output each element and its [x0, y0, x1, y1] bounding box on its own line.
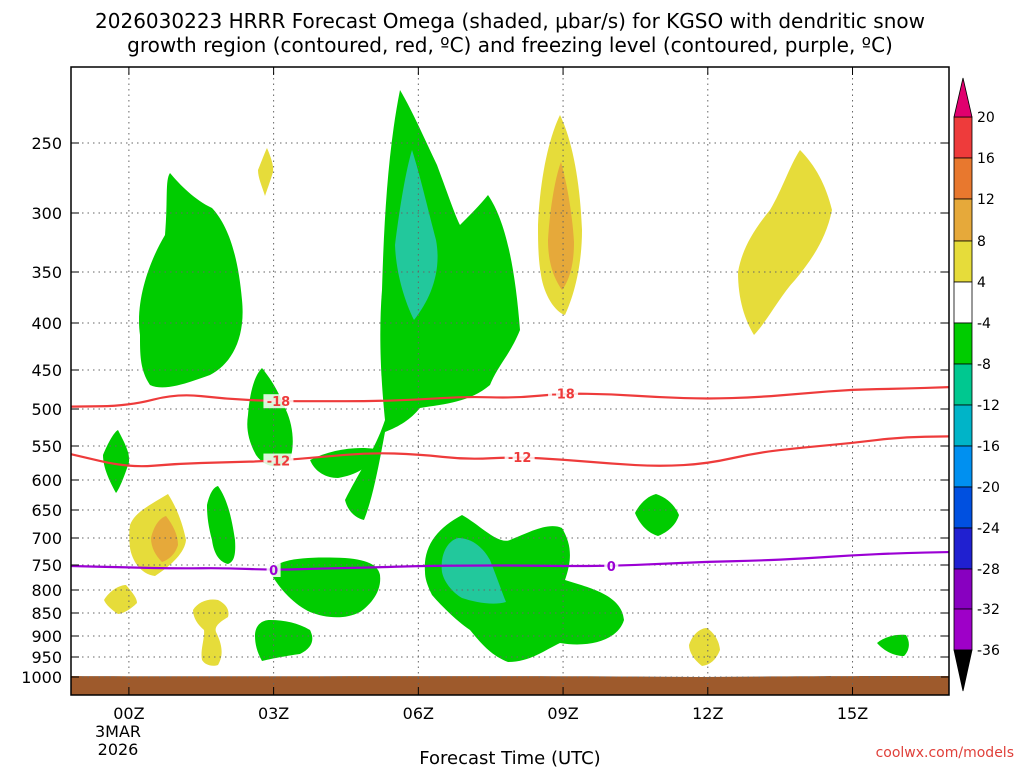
y-tick-label: 800 — [31, 581, 62, 600]
chart-title-line1: 2026030223 HRRR Forecast Omega (shaded, … — [95, 9, 925, 33]
colorbar-label: 16 — [977, 151, 995, 167]
colorbar-band — [953, 198, 973, 242]
omega-region — [139, 173, 243, 388]
terrain-layer — [71, 676, 949, 695]
contour-label-bg — [263, 453, 294, 468]
colorbar-band — [953, 527, 973, 570]
y-tick-label: 400 — [31, 314, 62, 333]
chart-title-line2: growth region (contoured, red, ºC) and f… — [127, 33, 893, 57]
colorbar-label: 8 — [977, 234, 986, 250]
date-label-month: 3MAR — [95, 722, 141, 741]
contour-label: 0 — [269, 564, 278, 579]
x-tick-label: 15Z — [837, 704, 868, 723]
x-tick-label: 03Z — [258, 704, 289, 723]
x-axis-ticks: 00Z 03Z 06Z 09Z 12Z 15Z — [113, 67, 868, 723]
y-tick-label: 650 — [31, 501, 62, 520]
colorbar-label: -24 — [977, 521, 1000, 537]
colorbar-label: 12 — [977, 192, 995, 208]
omega-region — [247, 368, 293, 467]
omega-region — [258, 148, 274, 196]
colorbar-label: -8 — [977, 357, 991, 373]
contour-label-bg — [266, 563, 281, 577]
contour-label: -18 — [551, 387, 575, 402]
x-tick-label: 12Z — [692, 704, 723, 723]
y-axis-ticks: 250 300 350 400 450 500 550 600 650 700 750 800 850 9… — [21, 134, 949, 687]
colorbar-band — [953, 116, 973, 159]
plot-frame — [70, 66, 950, 696]
colorbar-band — [953, 363, 973, 406]
colorbar-label: -20 — [977, 480, 1000, 496]
contour-line--18 — [70, 386, 950, 408]
contour-label: 0 — [607, 560, 616, 575]
omega-region — [395, 150, 438, 320]
contour-label-bg — [263, 394, 294, 409]
omega-region — [255, 620, 313, 661]
y-tick-label: 450 — [31, 361, 62, 380]
colorbar-band — [953, 568, 973, 610]
omega-region — [207, 486, 236, 564]
contour-line-0 — [70, 550, 950, 571]
colorbar-band — [953, 240, 973, 283]
colorbar-label: -32 — [977, 602, 1000, 618]
contour-label-bg — [604, 559, 619, 573]
contour-label-bg — [548, 386, 579, 401]
omega-shading — [103, 90, 909, 666]
x-tick-label: 00Z — [113, 704, 144, 723]
x-tick-label: 06Z — [403, 704, 434, 723]
y-tick-label: 250 — [31, 134, 62, 153]
gridlines — [71, 67, 949, 695]
colorbar-top-arrow — [953, 77, 973, 118]
contour-label: -12 — [267, 455, 291, 470]
date-label-year: 2026 — [98, 740, 139, 759]
omega-region — [635, 494, 679, 536]
y-tick-label: 1000 — [21, 668, 62, 687]
y-tick-label: 700 — [31, 529, 62, 548]
y-tick-label: 350 — [31, 263, 62, 282]
colorbar: 20 16 12 8 4 -4 -8 -12 -16 -20 -24 -28 -32 -36 — [953, 77, 1000, 692]
colorbar-label: -16 — [977, 439, 1000, 455]
colorbar-band — [953, 486, 973, 529]
y-tick-label: 950 — [31, 648, 62, 667]
contour-label: -12 — [508, 451, 532, 466]
y-tick-label: 750 — [31, 556, 62, 575]
x-axis-label: Forecast Time (UTC) — [419, 748, 600, 768]
colorbar-band — [953, 281, 973, 324]
y-tick-label: 500 — [31, 400, 62, 419]
omega-region — [738, 150, 832, 335]
y-tick-label: 300 — [31, 204, 62, 223]
omega-region — [548, 162, 574, 290]
colorbar-label: -36 — [977, 643, 1000, 659]
contour-label: -18 — [267, 395, 291, 410]
temperature-contours: -18 -18 -12 -12 0 0 — [70, 386, 950, 579]
colorbar-label: 4 — [977, 275, 986, 291]
colorbar-label: -4 — [977, 316, 991, 332]
colorbar-band — [953, 445, 973, 488]
omega-region — [877, 634, 909, 656]
x-tick-label: 09Z — [547, 704, 578, 723]
credit-text: coolwx.com/models — [876, 745, 1014, 761]
colorbar-band — [953, 157, 973, 200]
y-tick-label: 550 — [31, 437, 62, 456]
omega-region — [270, 557, 381, 618]
colorbar-band — [953, 404, 973, 447]
omega-region — [441, 538, 506, 604]
colorbar-label: 20 — [977, 110, 995, 126]
contour-label-bg — [504, 450, 535, 465]
omega-region — [689, 628, 720, 666]
y-tick-label: 600 — [31, 471, 62, 490]
terrain-strip — [71, 676, 949, 695]
y-tick-label: 900 — [31, 627, 62, 646]
y-tick-label: 850 — [31, 604, 62, 623]
omega-region — [345, 90, 520, 520]
omega-region — [193, 599, 229, 666]
colorbar-label: -12 — [977, 398, 1000, 414]
plot-area: -18 -18 -12 -12 0 0 — [70, 66, 950, 696]
omega-region — [151, 516, 178, 562]
colorbar-band — [953, 322, 973, 365]
colorbar-bottom-arrow — [953, 649, 973, 692]
colorbar-label: -28 — [977, 562, 1000, 578]
contour-line--12 — [70, 435, 950, 468]
colorbar-band — [953, 608, 973, 651]
